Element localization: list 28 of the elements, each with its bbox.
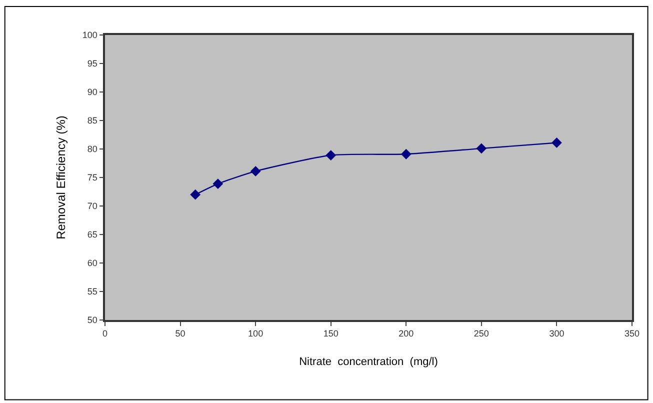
point: [400, 148, 412, 160]
point: [190, 189, 201, 200]
point: [326, 150, 336, 160]
x-tick-label: 150: [323, 328, 338, 339]
x-tick-label: 200: [398, 328, 414, 339]
y-tick-label: 65: [87, 230, 98, 240]
x-axis-title: Nitrate concentration (mg/l): [299, 356, 438, 368]
x-tick-label: 100: [248, 328, 264, 339]
y-tick-label: 95: [87, 58, 98, 69]
x-tick-label: 350: [624, 328, 640, 339]
y-axis-title: Removal Efficiency (%): [54, 116, 68, 240]
point: [212, 178, 224, 189]
x-tick-label: 50: [175, 328, 186, 339]
y-tick-label: 70: [87, 201, 98, 212]
y-tick-label: 60: [87, 258, 98, 268]
x-tick-label: 0: [102, 328, 108, 339]
y-tick-label: 80: [87, 144, 98, 154]
point: [476, 143, 487, 154]
point: [250, 166, 261, 176]
y-tick-label: 90: [87, 87, 98, 98]
point: [552, 138, 562, 148]
y-tick-label: 100: [82, 30, 98, 40]
x-tick-label: 250: [474, 328, 489, 339]
y-tick-label: 55: [87, 286, 98, 297]
y-tick-label: 50: [87, 315, 98, 326]
y-tick-label: 85: [87, 116, 98, 126]
y-tick-label: 75: [87, 172, 98, 183]
x-tick-label: 300: [549, 328, 564, 339]
